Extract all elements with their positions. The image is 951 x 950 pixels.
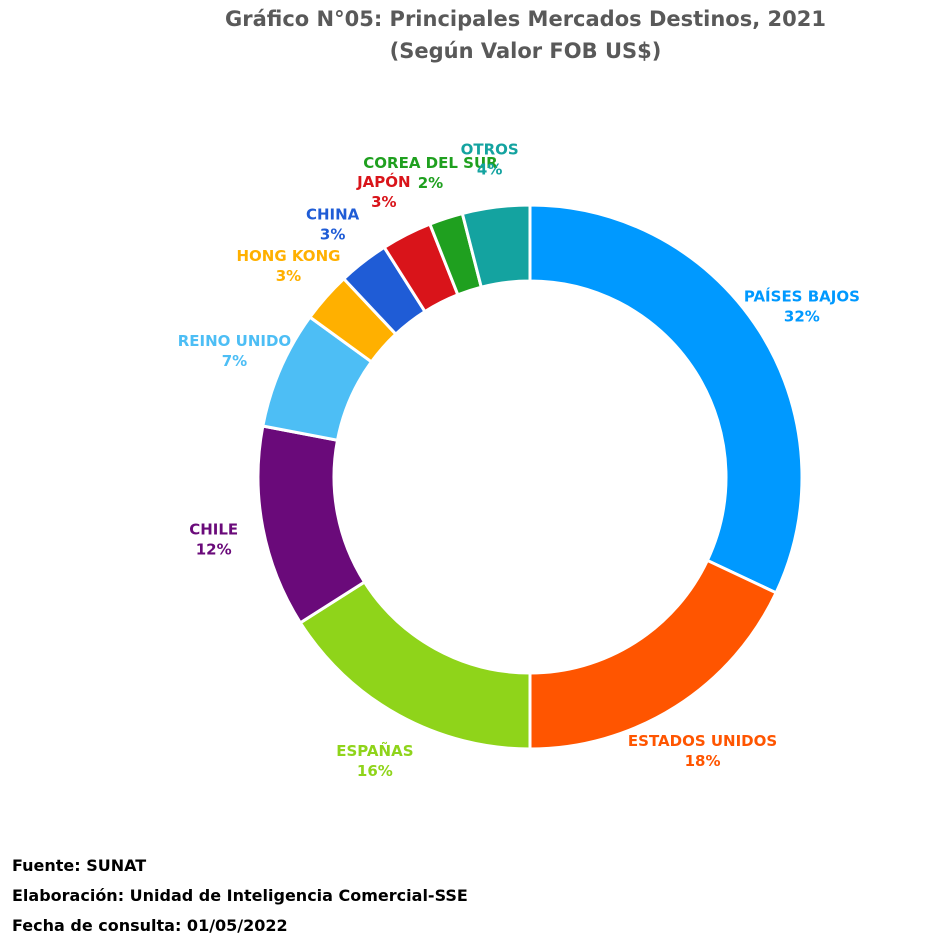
slice-value-reino-unido: 7%	[222, 352, 247, 370]
slice-label-estados-unidos: ESTADOS UNIDOS	[628, 732, 777, 750]
chart-title: Gráfico N°05: Principales Mercados Desti…	[225, 7, 826, 31]
chart-subtitle: (Según Valor FOB US$)	[389, 39, 662, 63]
slice-chile	[256, 424, 367, 625]
slice-value-otros: 4%	[477, 161, 502, 179]
slice-value-china: 3%	[320, 226, 345, 244]
slice-value-chile: 12%	[196, 540, 232, 558]
slice-value-hong-kong: 3%	[276, 267, 301, 285]
slice-label-reino-unido: REINO UNIDO	[178, 332, 291, 350]
slice-espanas	[298, 579, 532, 751]
slice-value-japon: 3%	[371, 193, 396, 211]
slice-label-corea-del-sur: COREA DEL SUR	[363, 154, 498, 172]
footer-elaboration: Elaboración: Unidad de Inteligencia Come…	[12, 886, 468, 905]
slice-value-estados-unidos: 18%	[685, 752, 721, 770]
donut-chart: PAÍSES BAJOS 32% ESTADOS UNIDOS 18% ESPAÑAS 1…	[178, 141, 860, 781]
slice-value-paises-bajos: 32%	[784, 307, 820, 325]
slice-estados-unidos	[528, 558, 779, 751]
slice-otros	[460, 203, 532, 289]
slice-label-otros: OTROS	[461, 141, 519, 159]
slice-label-paises-bajos: PAÍSES BAJOS	[744, 286, 860, 305]
slice-label-china: CHINA	[306, 206, 360, 224]
slice-label-chile: CHILE	[189, 520, 238, 538]
slice-value-espanas: 16%	[357, 762, 393, 780]
slice-label-espanas: ESPAÑAS	[336, 741, 413, 760]
slice-paises-bajos	[528, 203, 804, 595]
slice-value-corea-del-sur: 2%	[418, 174, 443, 192]
slice-label-japon: JAPÓN	[356, 172, 411, 191]
footer-source: Fuente: SUNAT	[12, 856, 147, 875]
footer-date: Fecha de consulta: 01/05/2022	[12, 916, 288, 935]
slice-label-hong-kong: HONG KONG	[236, 247, 340, 265]
